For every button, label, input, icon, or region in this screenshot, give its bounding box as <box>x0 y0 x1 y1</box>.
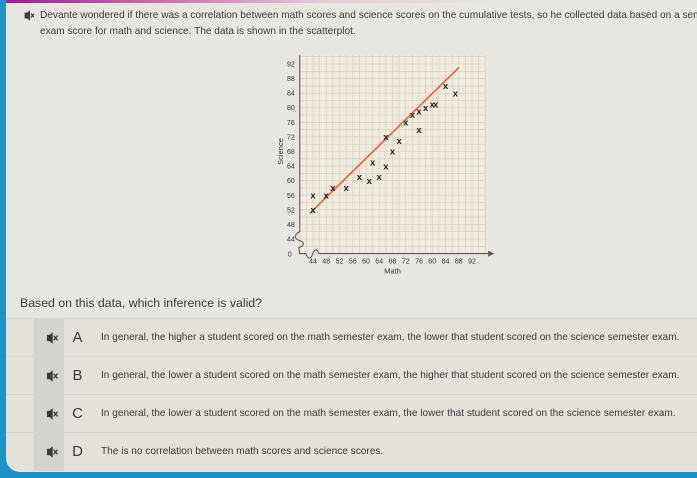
svg-text:0: 0 <box>288 252 292 259</box>
svg-text:x: x <box>453 88 459 99</box>
svg-text:88: 88 <box>455 259 463 266</box>
svg-text:88: 88 <box>287 76 295 83</box>
svg-text:48: 48 <box>322 259 330 266</box>
svg-text:x: x <box>310 205 316 216</box>
svg-text:x: x <box>383 161 389 172</box>
svg-text:60: 60 <box>362 259 370 266</box>
svg-text:x: x <box>377 172 383 183</box>
svg-text:x: x <box>410 110 416 121</box>
svg-text:x: x <box>343 183 349 194</box>
svg-text:x: x <box>403 118 409 129</box>
svg-text:x: x <box>416 125 422 136</box>
svg-text:56: 56 <box>287 193 295 200</box>
svg-text:x: x <box>423 103 429 114</box>
svg-text:72: 72 <box>402 259 410 266</box>
svg-text:68: 68 <box>389 259 397 266</box>
svg-text:Science: Science <box>276 138 285 165</box>
svg-text:x: x <box>367 176 373 187</box>
svg-text:84: 84 <box>287 91 295 98</box>
svg-text:52: 52 <box>287 207 295 214</box>
svg-text:44: 44 <box>287 237 295 244</box>
svg-text:x: x <box>310 190 316 201</box>
svg-text:x: x <box>324 190 330 201</box>
svg-text:x: x <box>433 99 439 110</box>
svg-text:84: 84 <box>442 259 450 266</box>
svg-text:76: 76 <box>287 120 295 127</box>
svg-text:x: x <box>443 81 449 92</box>
svg-text:92: 92 <box>287 62 295 69</box>
svg-text:60: 60 <box>287 178 295 185</box>
svg-text:68: 68 <box>287 149 295 156</box>
svg-text:72: 72 <box>287 134 295 141</box>
svg-text:x: x <box>330 183 336 194</box>
svg-text:76: 76 <box>415 259 423 266</box>
svg-text:80: 80 <box>428 259 436 266</box>
svg-text:x: x <box>390 147 396 158</box>
svg-text:x: x <box>416 107 422 118</box>
svg-text:44: 44 <box>309 259 317 266</box>
svg-text:80: 80 <box>287 105 295 112</box>
svg-text:x: x <box>383 132 389 143</box>
svg-text:48: 48 <box>287 222 295 229</box>
svg-text:92: 92 <box>468 259 476 266</box>
svg-text:x: x <box>370 158 376 169</box>
svg-text:x: x <box>357 172 363 183</box>
svg-text:x: x <box>396 136 402 147</box>
svg-text:64: 64 <box>375 259 383 266</box>
svg-text:56: 56 <box>349 259 357 266</box>
svg-text:Math: Math <box>384 267 401 276</box>
svg-text:52: 52 <box>336 259 344 266</box>
svg-text:64: 64 <box>287 164 295 171</box>
